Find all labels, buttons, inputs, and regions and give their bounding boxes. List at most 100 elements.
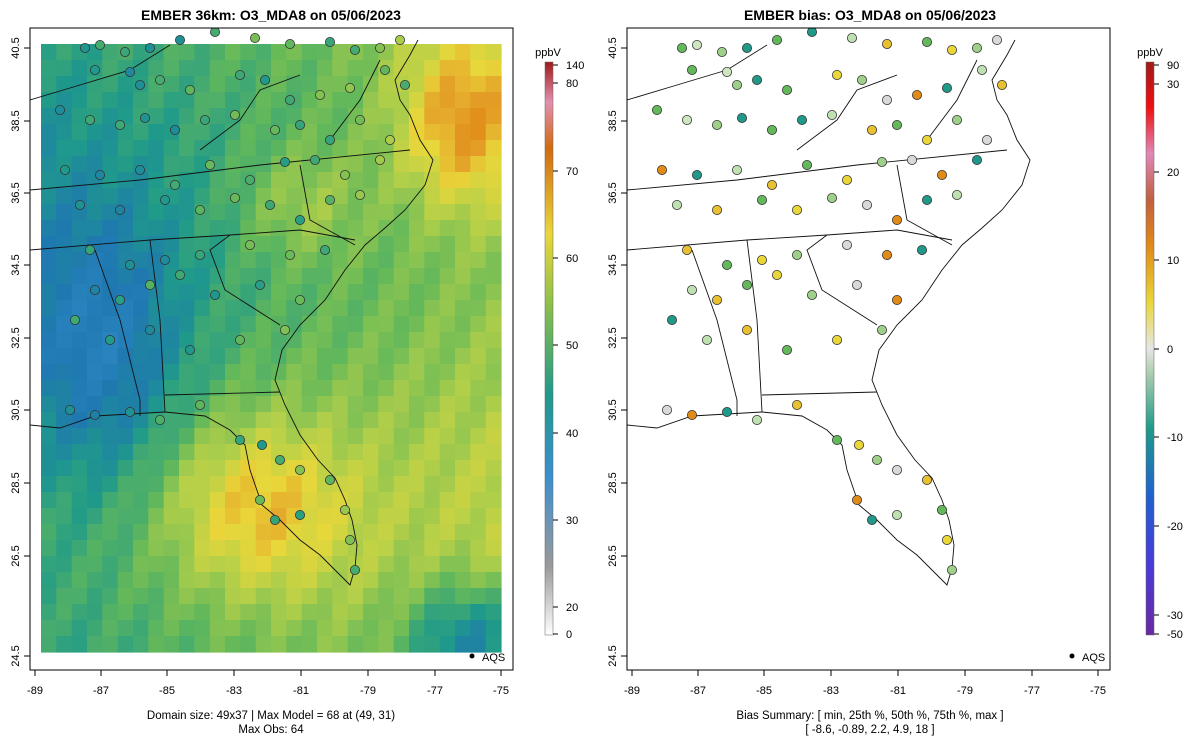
grid-cell: [301, 460, 318, 477]
grid-cell: [363, 220, 379, 237]
grid-cell: [240, 524, 257, 541]
grid-cell: [148, 348, 165, 365]
grid-cell: [133, 396, 149, 413]
grid-cell: [301, 476, 318, 493]
grid-cell: [470, 124, 487, 141]
grid-cell: [409, 284, 425, 301]
site-marker: [115, 204, 126, 215]
grid-cell: [317, 444, 333, 461]
grid-cell: [71, 332, 88, 349]
grid-cell: [393, 188, 410, 205]
grid-cell: [133, 252, 149, 269]
grid-cell: [41, 220, 57, 237]
grid-cell: [470, 620, 487, 637]
grid-cell: [271, 364, 287, 381]
grid-cell: [240, 188, 257, 205]
grid-cell: [56, 636, 73, 653]
grid-cell: [301, 204, 318, 221]
site-marker: [269, 125, 280, 136]
grid-cell: [209, 364, 226, 381]
panel-title: EMBER bias: O3_MDA8 on 05/06/2023: [744, 7, 996, 23]
grid-cell: [424, 348, 441, 365]
grid-cell: [455, 124, 471, 141]
grid-cell: [209, 460, 226, 477]
grid-cell: [117, 268, 134, 285]
site-marker: [244, 174, 255, 185]
grid-cell: [133, 508, 149, 525]
site-marker: [274, 454, 285, 465]
grid-cell: [363, 460, 379, 477]
grid-cell: [102, 108, 119, 125]
grid-cell: [470, 188, 487, 205]
grid-cell: [393, 92, 410, 109]
grid-cell: [240, 396, 257, 413]
grid-cell: [332, 524, 349, 541]
site-marker: [399, 80, 410, 91]
grid-cell: [439, 188, 456, 205]
grid-cell: [286, 236, 303, 253]
site-marker: [115, 294, 126, 305]
grid-cell: [347, 316, 364, 333]
grid-cell: [470, 44, 487, 61]
site-marker: [294, 214, 305, 225]
grid-cell: [225, 252, 241, 269]
grid-cell: [209, 252, 226, 269]
grid-cell: [363, 524, 379, 541]
grid-cell: [255, 220, 272, 237]
grid-cell: [378, 508, 395, 525]
grid-cell: [56, 140, 73, 157]
grid-cell: [332, 92, 349, 109]
grid-cell: [117, 428, 134, 445]
grid-cell: [255, 460, 272, 477]
grid-cell: [409, 316, 425, 333]
grid-cell: [71, 92, 88, 109]
grid-cell: [225, 620, 241, 637]
grid-cell: [286, 620, 303, 637]
site-marker: [194, 204, 205, 215]
x-tick-label: -87: [690, 685, 706, 697]
bias-sites: [652, 28, 1008, 576]
grid-cell: [271, 108, 287, 125]
grid-cell: [286, 556, 303, 573]
grid-cell: [439, 348, 456, 365]
y-axis: 40.5 38.5 36.5 34.5 32.5 30.5 28.5 26.5 24.5: [10, 37, 30, 667]
site-marker: [324, 37, 335, 48]
grid-cell: [378, 636, 395, 653]
grid-cell: [332, 300, 349, 317]
grid-cell: [56, 492, 73, 509]
grid-cell: [393, 460, 410, 477]
grid-cell: [179, 412, 195, 429]
grid-cell: [347, 588, 364, 605]
site-marker: [682, 244, 693, 255]
grid-cell: [378, 604, 395, 621]
grid-cell: [117, 332, 134, 349]
grid-cell: [271, 620, 287, 637]
grid-cell: [470, 332, 487, 349]
grid-cell: [409, 396, 425, 413]
grid-cell: [102, 172, 119, 189]
grid-cell: [163, 604, 180, 621]
grid-cell: [209, 108, 226, 125]
y-tick-label: 24.5: [607, 645, 619, 666]
site-marker: [907, 154, 918, 165]
grid-cell: [332, 428, 349, 445]
grid-cell: [409, 620, 425, 637]
grid-cell: [179, 508, 195, 525]
grid-cell: [41, 92, 57, 109]
site-marker: [174, 269, 185, 280]
grid-cell: [470, 364, 487, 381]
grid-cell: [133, 492, 149, 509]
site-marker: [249, 33, 260, 44]
site-marker: [737, 113, 748, 124]
grid-cell: [455, 204, 471, 221]
grid-cell: [301, 108, 318, 125]
grid-cell: [301, 188, 318, 205]
grid-cell: [393, 268, 410, 285]
grid-cell: [378, 572, 395, 589]
grid-cell: [485, 92, 502, 109]
site-marker: [95, 169, 106, 180]
grid-cell: [301, 572, 318, 589]
grid-cell: [163, 540, 180, 557]
site-marker: [85, 115, 96, 126]
